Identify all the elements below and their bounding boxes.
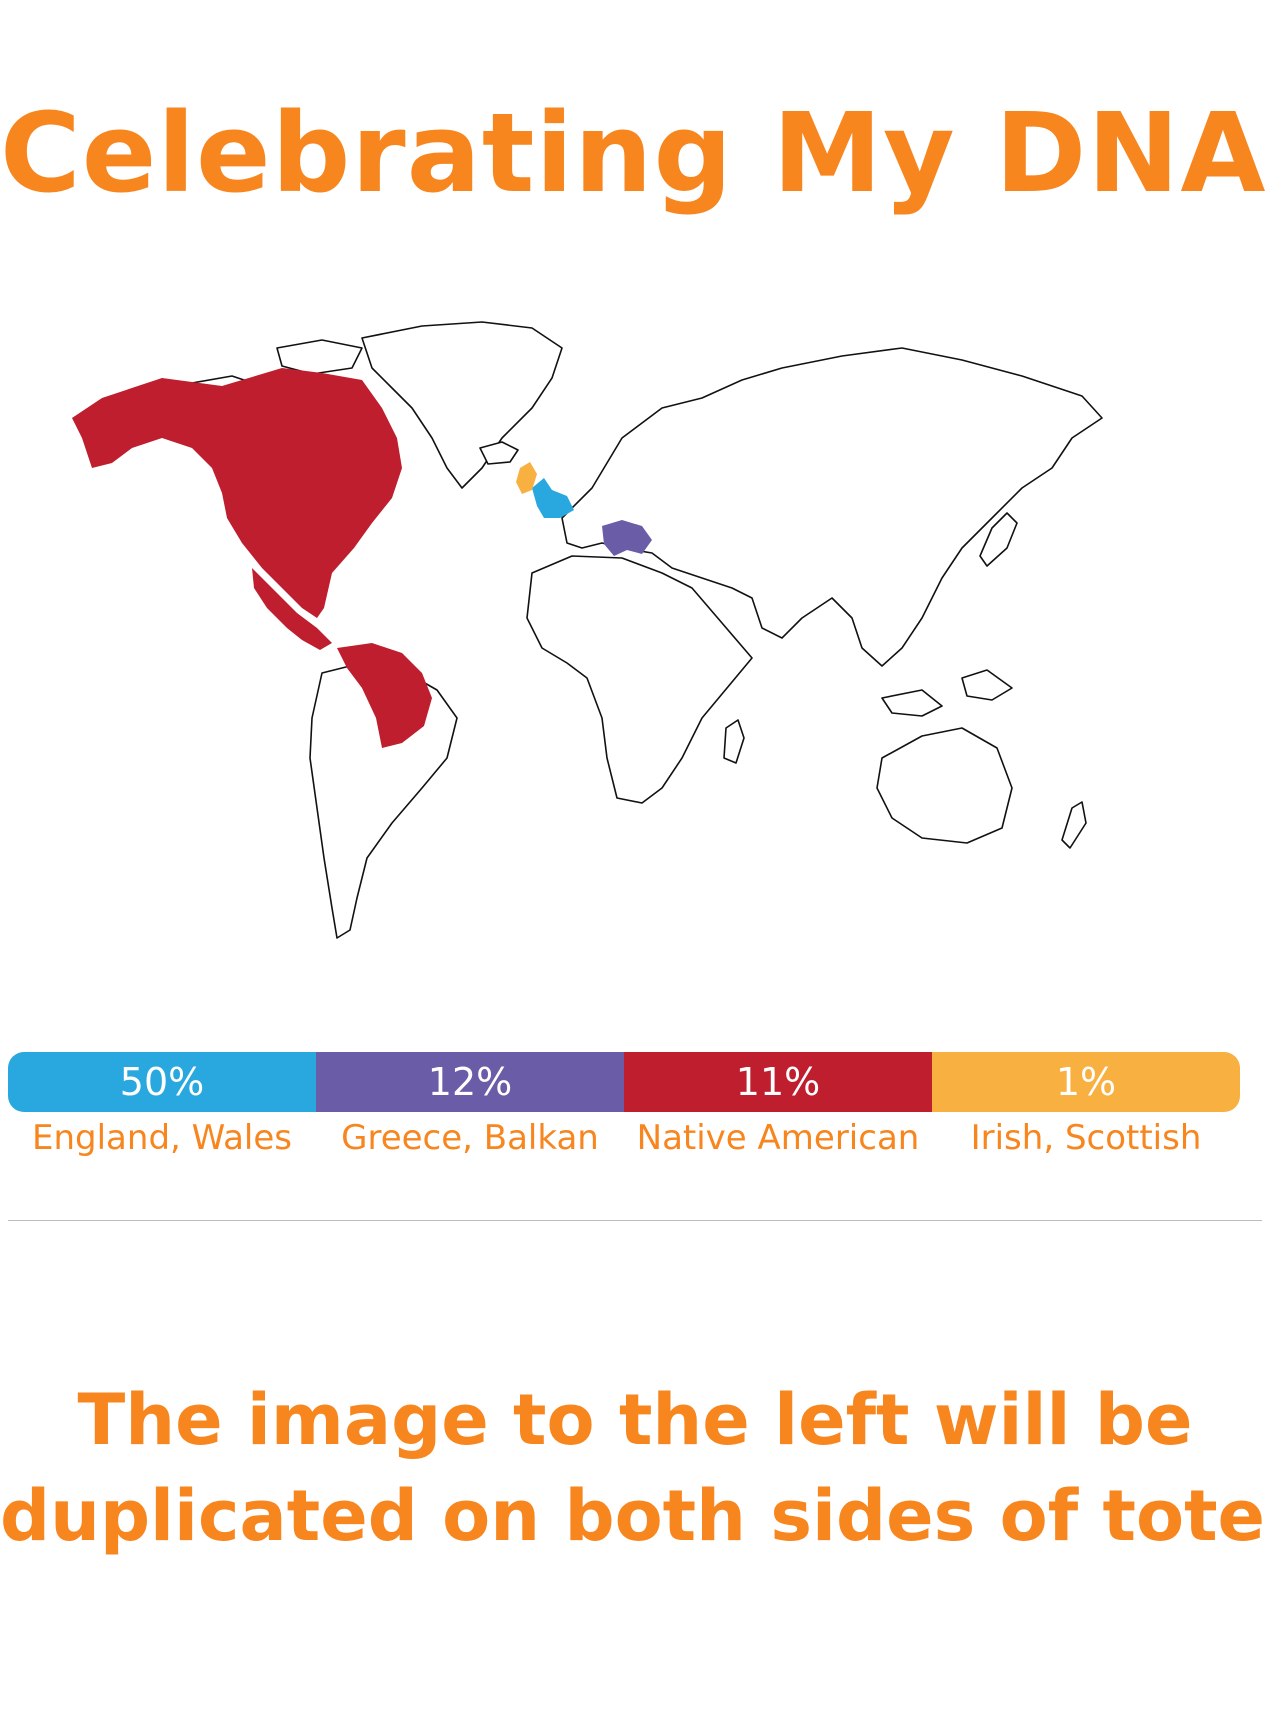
new-zealand-outline	[1061, 801, 1087, 849]
madagascar-outline	[723, 719, 745, 764]
legend-label-native-american: Native American	[636, 1118, 920, 1158]
region-native-american-south	[337, 643, 432, 748]
region-native-american-north	[72, 368, 402, 618]
region-greece-balkan	[602, 520, 652, 556]
world-map	[72, 321, 1103, 939]
footer-line-2: duplicated on both sides of tote.	[0, 1475, 1270, 1557]
australia-outline	[876, 727, 1013, 844]
japan-outline	[979, 512, 1018, 567]
footer-line-1: The image to the left will be	[77, 1379, 1193, 1461]
legend-percent-native-american: 11%	[624, 1052, 932, 1112]
ancestry-legend-labels: England, Wales Greece, Balkan Native Ame…	[8, 1118, 1240, 1158]
legend-percent-england-wales: 50%	[8, 1052, 316, 1112]
region-england-wales	[532, 478, 574, 518]
se-asia-islands-outline	[881, 689, 943, 717]
south-america-outline	[309, 662, 458, 939]
region-native-american-central	[252, 568, 332, 650]
eurasia-outline	[561, 347, 1103, 667]
legend-percent-greece-balkan: 12%	[316, 1052, 624, 1112]
legend-label-england-wales: England, Wales	[32, 1118, 292, 1158]
arctic-islands-outline	[276, 339, 363, 375]
page-title: Celebrating My DNA!	[0, 89, 1270, 217]
ancestry-legend-bar: 50% 12% 11% 1%	[8, 1052, 1240, 1112]
legend-label-irish-scottish: Irish, Scottish	[970, 1118, 1202, 1158]
legend-label-greece-balkan: Greece, Balkan	[341, 1118, 599, 1158]
africa-outline	[526, 555, 753, 804]
legend-percent-irish-scottish: 1%	[932, 1052, 1240, 1112]
region-irish-scottish	[516, 462, 537, 494]
iceland-outline	[479, 441, 519, 465]
divider	[8, 1220, 1262, 1221]
footer-note: The image to the left will be duplicated…	[0, 1372, 1270, 1564]
